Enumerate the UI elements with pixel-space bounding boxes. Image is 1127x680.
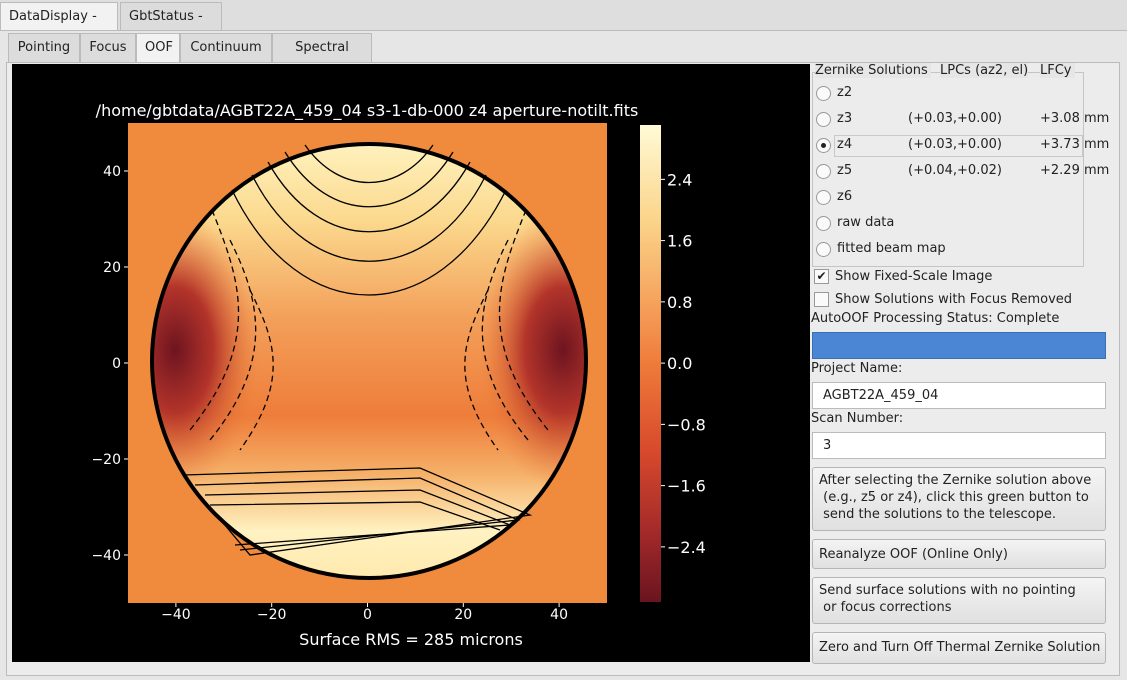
x-tick-label: 20 [454, 607, 472, 623]
subtab[interactable]: OOF [136, 33, 180, 62]
x-tick-label: 0 [363, 607, 372, 623]
checkbox[interactable] [814, 292, 829, 307]
x-tick-label: −40 [161, 607, 191, 623]
plot-title: /home/gbtdata/AGBT22A_459_04 s3-1-db-000… [96, 101, 639, 121]
option-lpcs: (+0.04,+0.02) [908, 163, 1002, 178]
button[interactable]: Zero and Turn Off Thermal Zernike Soluti… [812, 632, 1106, 664]
x-tick-label: 40 [550, 607, 568, 623]
tab[interactable]: DataDisplay - 1 [0, 2, 118, 52]
option-lfcy: +3.73 mm [1040, 137, 1110, 152]
plot: /home/gbtdata/AGBT22A_459_04 s3-1-db-000… [12, 64, 810, 662]
lpcs-header: LPCs (az2, el) [940, 63, 1029, 78]
colorbar-tick-label: 0.0 [667, 354, 692, 373]
subtab[interactable]: Spectral Line [272, 33, 372, 83]
lfcy-header: LFCy [1040, 63, 1075, 78]
checkbox-label[interactable]: Show Fixed-Scale Image [835, 269, 993, 284]
project-label: Project Name: [811, 361, 903, 376]
y-tick-label: 20 [103, 260, 121, 276]
colorbar-tick-label: 2.4 [667, 170, 692, 189]
subtab[interactable]: Continuum [180, 33, 272, 62]
y-tick-label: −40 [91, 548, 121, 564]
colorbar-tick-label: −1.6 [667, 477, 706, 496]
option-label[interactable]: fitted beam map [837, 241, 946, 256]
option-label[interactable]: z5 [837, 163, 853, 178]
row-highlight [834, 135, 1083, 157]
tab[interactable]: GbtStatus - 1 [120, 2, 222, 52]
scan-label: Scan Number: [811, 411, 904, 426]
option-label[interactable]: z4 [837, 137, 853, 152]
option-lpcs: (+0.03,+0.00) [908, 137, 1002, 152]
radio[interactable] [816, 242, 831, 257]
colorbar-tick-label: 0.8 [667, 293, 692, 312]
plot-footer: Surface RMS = 285 microns [299, 630, 523, 649]
option-lfcy: +2.29 mm [1040, 163, 1110, 178]
button-text: Zero and Turn Off Thermal Zernike Soluti… [819, 640, 1101, 655]
project-input[interactable]: AGBT22A_459_04 [812, 382, 1106, 409]
option-label[interactable]: raw data [837, 215, 895, 230]
radio[interactable] [816, 190, 831, 205]
option-label[interactable]: z6 [837, 189, 853, 204]
axis-group: −40 −20 0 20 40 40 20 0 −20 −40 2.4 1.6 0.8 0.0 −0.8 −1… [91, 164, 705, 623]
checkbox[interactable]: ✔ [814, 269, 829, 284]
button-text: After selecting the Zernike solution abo… [819, 473, 1092, 488]
button[interactable]: Send surface solutions with no pointing … [812, 577, 1106, 624]
button-text: send the solutions to the telescope. [819, 507, 1056, 522]
option-lpcs: (+0.03,+0.00) [908, 111, 1002, 126]
y-tick-label: 40 [103, 164, 121, 180]
radio[interactable] [816, 112, 831, 127]
colorbar-tick-label: −2.4 [667, 538, 706, 557]
checkbox-label[interactable]: Show Solutions with Focus Removed [835, 292, 1073, 307]
scan-input[interactable]: 3 [812, 432, 1106, 459]
contours [150, 142, 588, 580]
y-tick-label: 0 [112, 356, 121, 372]
colorbar-tick-label: 1.6 [667, 232, 692, 251]
button-text: or focus corrections [819, 600, 952, 615]
x-tick-label: −20 [257, 607, 287, 623]
subtab[interactable]: Focus [80, 33, 136, 62]
button-text: (e.g., z5 or z4), click this green butto… [819, 490, 1089, 505]
option-lfcy: +3.08 mm [1040, 111, 1110, 126]
zernike-header: Zernike Solutions [815, 63, 931, 78]
radio[interactable] [816, 216, 831, 231]
radio[interactable] [816, 138, 831, 153]
status-bar [812, 332, 1106, 359]
status-label: AutoOOF Processing Status: Complete [811, 311, 1060, 326]
colorbar-tick-label: −0.8 [667, 415, 706, 434]
button[interactable]: After selecting the Zernike solution abo… [812, 467, 1106, 531]
radio[interactable] [816, 86, 831, 101]
button[interactable]: Reanalyze OOF (Online Only) [812, 539, 1106, 569]
colorbar [640, 125, 661, 602]
option-label[interactable]: z2 [837, 85, 853, 100]
y-tick-label: −20 [91, 452, 121, 468]
button-text: Send surface solutions with no pointing [819, 583, 1076, 598]
radio[interactable] [816, 164, 831, 179]
option-label[interactable]: z3 [837, 111, 853, 126]
button-text: Reanalyze OOF (Online Only) [819, 547, 1008, 562]
heatmap [152, 144, 586, 578]
subtab[interactable]: Pointing [8, 33, 80, 62]
